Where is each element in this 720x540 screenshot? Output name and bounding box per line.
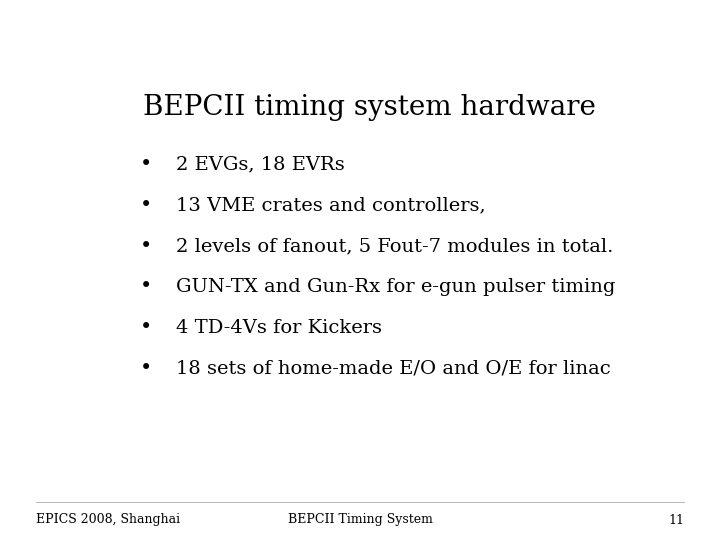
Text: •: •	[140, 237, 152, 255]
Text: •: •	[140, 359, 152, 378]
Text: EPICS 2008, Shanghai: EPICS 2008, Shanghai	[36, 514, 180, 526]
Text: •: •	[140, 155, 152, 174]
Text: 2 EVGs, 18 EVRs: 2 EVGs, 18 EVRs	[176, 156, 346, 173]
Text: •: •	[140, 318, 152, 337]
Text: •: •	[140, 196, 152, 215]
Text: •: •	[140, 278, 152, 296]
Text: 4 TD-4Vs for Kickers: 4 TD-4Vs for Kickers	[176, 319, 382, 336]
Text: 11: 11	[668, 514, 684, 526]
Text: 13 VME crates and controllers,: 13 VME crates and controllers,	[176, 197, 486, 214]
Text: BEPCII timing system hardware: BEPCII timing system hardware	[143, 94, 595, 121]
Text: 2 levels of fanout, 5 Fout-7 modules in total.: 2 levels of fanout, 5 Fout-7 modules in …	[176, 237, 614, 255]
Text: GUN-TX and Gun-Rx for e-gun pulser timing: GUN-TX and Gun-Rx for e-gun pulser timin…	[176, 278, 616, 296]
Text: 18 sets of home-made E/O and O/E for linac: 18 sets of home-made E/O and O/E for lin…	[176, 359, 611, 377]
Text: BEPCII Timing System: BEPCII Timing System	[287, 514, 433, 526]
